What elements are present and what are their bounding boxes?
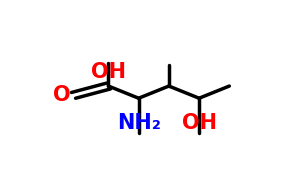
Text: NH₂: NH₂ bbox=[117, 113, 160, 133]
Text: OH: OH bbox=[182, 113, 217, 133]
Text: O: O bbox=[53, 85, 71, 105]
Text: OH: OH bbox=[91, 62, 126, 82]
